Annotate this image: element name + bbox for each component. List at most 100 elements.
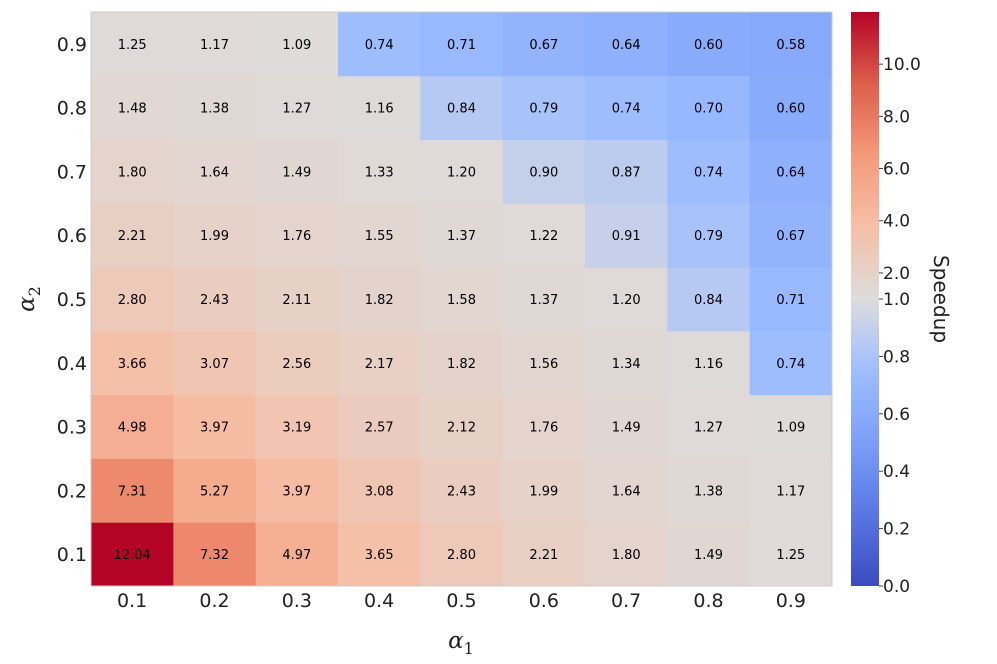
heatmap-cell-value: 1.37 (447, 229, 476, 244)
heatmap-cell-value: 2.43 (447, 484, 476, 499)
heatmap-cell-value: 7.31 (118, 484, 147, 499)
heatmap-cell (420, 522, 504, 587)
heatmap-cell-value: 2.80 (118, 293, 147, 308)
heatmap-cell-value: 0.60 (694, 38, 723, 53)
heatmap-cell-value: 2.11 (282, 293, 311, 308)
heatmap-cell (667, 267, 751, 332)
heatmap-cell-value: 5.27 (200, 484, 229, 499)
x-tick-label: 0.9 (776, 590, 806, 612)
heatmap-cell-value: 1.09 (282, 38, 311, 53)
heatmap-cell (749, 267, 833, 332)
heatmap-cell (585, 203, 668, 268)
heatmap-cell (338, 330, 421, 396)
colorbar-tick-label: 0.8 (883, 347, 910, 367)
heatmap-cell (91, 394, 174, 459)
colorbar-tick-label: 8.0 (883, 107, 910, 127)
heatmap-cell-value: 1.58 (447, 293, 476, 308)
heatmap-cell-value: 1.17 (200, 38, 229, 53)
heatmap-cell-value: 0.58 (776, 38, 805, 53)
heatmap-cell-value: 1.20 (447, 165, 476, 180)
heatmap-cell (667, 394, 751, 459)
heatmap-cell-value: 2.56 (282, 357, 311, 372)
y-tick-label: 0.6 (57, 225, 87, 247)
heatmap-cell (420, 458, 504, 523)
heatmap-cell (749, 394, 833, 459)
heatmap-cell (667, 75, 751, 141)
colorbar-tick-label: 1.0 (883, 290, 910, 310)
heatmap-cell (255, 12, 339, 77)
y-tick-label: 0.2 (57, 480, 87, 502)
heatmap-cell-value: 4.98 (118, 421, 147, 436)
heatmap-cell-value: 2.80 (447, 548, 476, 563)
heatmap-cell (255, 203, 339, 268)
heatmap-cell (338, 267, 421, 332)
heatmap-cell (585, 394, 668, 459)
heatmap-cell (502, 330, 586, 396)
heatmap-cell-value: 0.84 (694, 293, 723, 308)
heatmap-cell (502, 522, 586, 587)
heatmap-cell (173, 12, 257, 77)
x-tick-label: 0.2 (199, 590, 229, 612)
heatmap-cell-value: 1.27 (282, 102, 311, 117)
heatmap-cell (585, 75, 668, 141)
y-tick-label: 0.8 (57, 98, 87, 120)
heatmap-cell-value: 1.27 (694, 421, 723, 436)
heatmap-cell-value: 2.12 (447, 421, 476, 436)
heatmap-cell (255, 330, 339, 396)
heatmap-cell (173, 139, 257, 204)
heatmap-cell-value: 2.21 (118, 229, 147, 244)
heatmap-cell-value: 1.16 (365, 102, 394, 117)
heatmap-cell-value: 1.09 (776, 421, 805, 436)
heatmap-cell (91, 75, 174, 141)
heatmap-cell-value: 1.48 (118, 102, 147, 117)
heatmap-cell-value: 1.25 (118, 38, 147, 53)
y-tick-label: 0.4 (57, 353, 87, 375)
heatmap-cell-value: 1.80 (612, 548, 641, 563)
heatmap-cell (420, 139, 504, 204)
x-tick-label: 0.3 (282, 590, 312, 612)
heatmap-cell (749, 139, 833, 204)
heatmap-cell-value: 3.07 (200, 357, 229, 372)
colorbar-tick-label: 4.0 (883, 212, 910, 232)
x-tick-label: 0.8 (693, 590, 723, 612)
heatmap-cell-value: 2.57 (365, 421, 394, 436)
x-axis-label: α1 (448, 628, 474, 658)
heatmap-cell-value: 3.65 (365, 548, 394, 563)
colorbar-tick-labels: 0.0 0.2 0.4 0.6 0.8 1.0 2.0 4.0 6.0 8.0 10.0 (879, 55, 921, 597)
y-axis-tick-labels: 0.1 0.2 0.3 0.4 0.5 0.6 0.7 0.8 0.9 (57, 34, 87, 566)
y-axis-label: α2 (14, 286, 44, 312)
heatmap-cell (91, 267, 174, 332)
heatmap-cell (91, 139, 174, 204)
heatmap-cell (420, 75, 504, 141)
heatmap-cell-value: 0.70 (694, 102, 723, 117)
heatmap-cell (338, 522, 421, 587)
heatmap-cell-value: 12.04 (114, 548, 151, 563)
heatmap-cell-value: 1.33 (365, 165, 394, 180)
heatmap-cell-value: 1.38 (200, 102, 229, 117)
heatmap-cell-value: 0.90 (529, 165, 558, 180)
heatmap-cell-value: 1.55 (365, 229, 394, 244)
heatmap-cells (91, 12, 833, 587)
colorbar-tick-label: 0.2 (883, 520, 910, 540)
heatmap-cell-value: 1.80 (118, 165, 147, 180)
heatmap-cell-value: 3.19 (282, 421, 311, 436)
x-tick-label: 0.1 (117, 590, 147, 612)
heatmap-cell (585, 522, 668, 587)
heatmap-cell (667, 458, 751, 523)
heatmap-cell-value: 1.20 (612, 293, 641, 308)
heatmap-cell-value: 1.38 (694, 484, 723, 499)
heatmap-cell (585, 139, 668, 204)
colorbar-tick-label: 0.4 (883, 462, 910, 482)
y-tick-label: 0.3 (57, 417, 87, 439)
heatmap-cell-value: 0.60 (776, 102, 805, 117)
heatmap-cell (749, 522, 833, 587)
heatmap-cell-value: 2.17 (365, 357, 394, 372)
colorbar-tick-label: 10.0 (883, 55, 921, 75)
heatmap-cell (173, 522, 257, 587)
heatmap-cell-value: 1.64 (200, 165, 229, 180)
heatmap-cell-value: 1.76 (529, 421, 558, 436)
heatmap-cell (585, 12, 668, 77)
heatmap-cell-value: 1.64 (612, 484, 641, 499)
heatmap-cell-value: 0.74 (612, 102, 641, 117)
x-tick-label: 0.5 (446, 590, 476, 612)
